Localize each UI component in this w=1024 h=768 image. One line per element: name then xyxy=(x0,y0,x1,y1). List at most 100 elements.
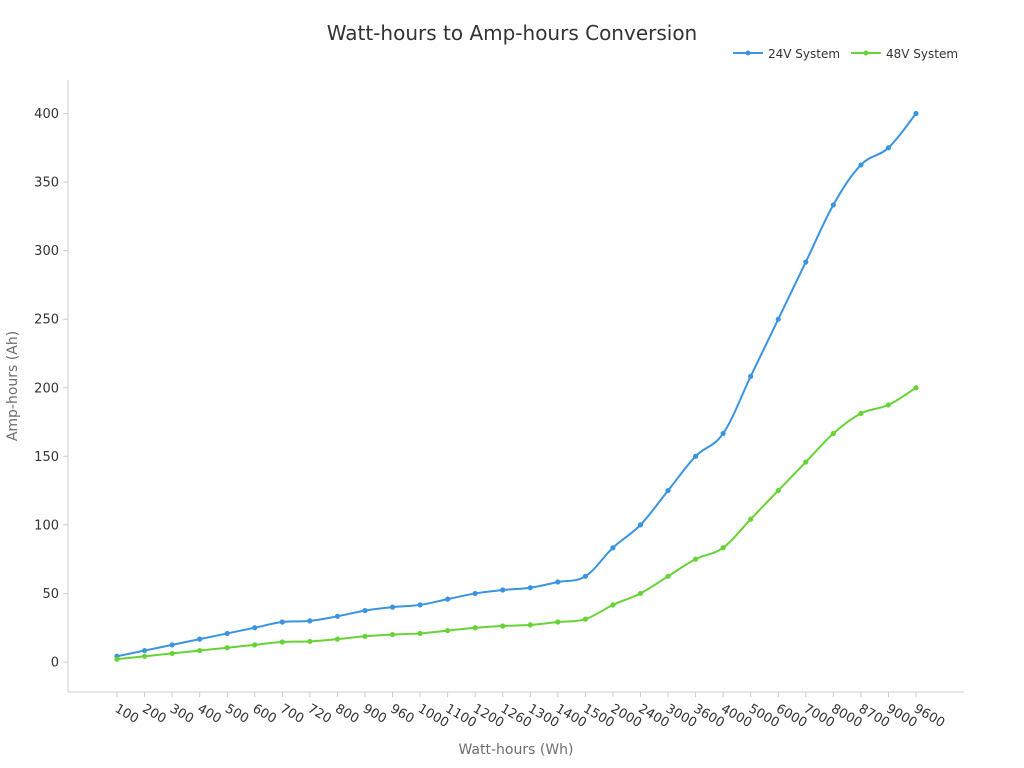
data-point[interactable] xyxy=(307,618,313,624)
x-tick-label: 800 xyxy=(332,701,361,726)
legend: 24V System 48V System xyxy=(733,47,958,61)
x-tick-label: 960 xyxy=(388,701,417,726)
series-line-48v-system xyxy=(116,386,917,661)
x-tick-label: 700 xyxy=(277,701,306,726)
x-tick-label: 100 xyxy=(112,701,141,726)
x-tick-label: 600 xyxy=(250,701,279,726)
data-point[interactable] xyxy=(720,545,726,551)
data-point[interactable] xyxy=(885,145,892,151)
data-point[interactable] xyxy=(389,604,396,610)
axes xyxy=(67,80,964,693)
x-axis-title: Watt-hours (Wh) xyxy=(458,742,573,758)
data-point[interactable] xyxy=(252,625,258,631)
data-point[interactable] xyxy=(692,556,699,562)
y-tick-label: 50 xyxy=(42,587,59,602)
data-point[interactable] xyxy=(830,202,836,208)
x-ticks: 1002003004005006007007208009009601000110… xyxy=(112,692,947,731)
data-point[interactable] xyxy=(555,579,561,585)
data-point[interactable] xyxy=(500,587,506,593)
data-point[interactable] xyxy=(417,630,423,637)
chart-title: Watt-hours to Amp-hours Conversion xyxy=(327,21,697,45)
y-tick-label: 250 xyxy=(34,313,59,328)
data-point[interactable] xyxy=(830,430,836,437)
series-24v-system xyxy=(114,110,919,659)
legend-item-24v[interactable]: 24V System xyxy=(733,47,840,61)
data-point[interactable] xyxy=(197,647,203,654)
data-point[interactable] xyxy=(445,596,451,602)
data-point[interactable] xyxy=(417,602,423,608)
data-point[interactable] xyxy=(803,259,809,265)
data-point[interactable] xyxy=(637,590,644,597)
data-point[interactable] xyxy=(362,607,368,614)
series-layer xyxy=(114,110,919,662)
y-tick-label: 0 xyxy=(51,656,59,671)
data-point[interactable] xyxy=(610,545,616,551)
y-ticks: 0 50 100 150 200 250 300 350 400 xyxy=(34,107,68,671)
data-point[interactable] xyxy=(197,636,203,642)
x-tick-label: 200 xyxy=(140,701,169,726)
data-point[interactable] xyxy=(775,487,781,494)
data-point[interactable] xyxy=(748,516,754,522)
data-point[interactable] xyxy=(141,647,148,654)
data-point[interactable] xyxy=(858,162,864,168)
data-point[interactable] xyxy=(748,373,754,379)
data-point[interactable] xyxy=(637,522,644,528)
legend-marker-48v xyxy=(863,50,869,56)
data-point[interactable] xyxy=(858,410,864,417)
data-point[interactable] xyxy=(307,638,313,645)
y-tick-label: 200 xyxy=(34,381,59,396)
data-point[interactable] xyxy=(114,656,120,662)
data-point[interactable] xyxy=(500,623,506,629)
legend-item-48v[interactable]: 48V System xyxy=(851,47,958,61)
y-tick-label: 350 xyxy=(34,176,59,191)
x-tick-label: 400 xyxy=(195,701,224,726)
data-point[interactable] xyxy=(775,316,781,322)
data-point[interactable] xyxy=(169,642,175,648)
data-point[interactable] xyxy=(389,631,396,638)
legend-label-24v: 24V System xyxy=(768,47,840,61)
data-point[interactable] xyxy=(885,402,892,408)
data-point[interactable] xyxy=(279,619,285,625)
data-point[interactable] xyxy=(445,627,451,634)
data-point[interactable] xyxy=(665,487,671,494)
y-tick-label: 400 xyxy=(34,107,59,122)
data-point[interactable] xyxy=(362,633,368,639)
data-point[interactable] xyxy=(472,625,478,631)
data-point[interactable] xyxy=(224,630,230,637)
x-tick-label: 300 xyxy=(167,701,196,726)
data-point[interactable] xyxy=(803,459,809,465)
data-point[interactable] xyxy=(582,616,588,622)
data-point[interactable] xyxy=(169,650,175,657)
data-point[interactable] xyxy=(334,613,341,619)
data-point[interactable] xyxy=(913,385,919,391)
legend-marker-24v xyxy=(745,50,751,56)
x-tick-label: 720 xyxy=(305,701,334,726)
data-point[interactable] xyxy=(141,653,148,659)
data-point[interactable] xyxy=(527,585,533,591)
y-axis-title: Amp-hours (Ah) xyxy=(5,331,21,441)
data-point[interactable] xyxy=(224,645,230,651)
data-point[interactable] xyxy=(720,430,726,437)
data-point[interactable] xyxy=(527,622,533,628)
series-48v-system xyxy=(114,385,919,662)
series-line-24v-system xyxy=(116,112,917,658)
x-tick-label: 900 xyxy=(360,701,389,726)
y-tick-label: 100 xyxy=(34,518,59,533)
data-point[interactable] xyxy=(665,573,671,579)
x-tick-label: 9600 xyxy=(911,701,947,731)
x-tick-label: 500 xyxy=(222,701,251,726)
data-point[interactable] xyxy=(610,602,616,608)
legend-label-48v: 48V System xyxy=(886,47,958,61)
data-point[interactable] xyxy=(913,110,919,117)
data-point[interactable] xyxy=(582,573,588,579)
data-point[interactable] xyxy=(252,642,258,648)
data-point[interactable] xyxy=(692,453,699,459)
data-point[interactable] xyxy=(555,619,561,625)
data-point[interactable] xyxy=(279,639,285,645)
y-tick-label: 300 xyxy=(34,244,59,259)
data-point[interactable] xyxy=(472,590,478,597)
y-tick-label: 150 xyxy=(34,450,59,465)
data-point[interactable] xyxy=(334,636,341,642)
